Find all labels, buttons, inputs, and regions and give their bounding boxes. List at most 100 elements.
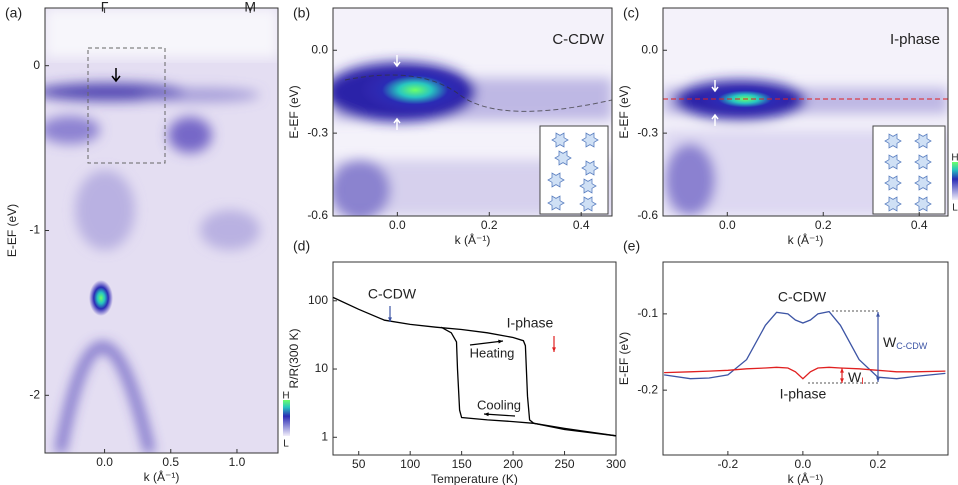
x-tick-label: 1.0 [229,455,246,469]
panel-label: (a) [5,5,22,21]
inset [872,125,946,215]
y-tick-label: -0.3 [307,125,328,139]
x-tick-label: 0.0 [719,218,736,232]
y-axis-label: E-EF (eV) [5,204,19,257]
y-tick-label: -0.3 [637,125,658,139]
colorbar-low: L [283,439,289,450]
arrow [469,340,504,346]
x-tick-label: 0.0 [389,218,406,232]
arrow [393,55,401,130]
annotation: I-phase [507,315,554,331]
colorbar [952,162,958,200]
data-line [664,366,946,380]
arpes-image [663,8,948,216]
annotation: WC-CDW [883,334,928,352]
x-tick-label: 0.2 [815,218,832,232]
series-label: Heating [470,345,515,360]
annotation-main: W [848,369,862,385]
inset [539,125,609,215]
panel-label: (e) [623,238,640,254]
y-tick-label: 0 [33,58,40,72]
zoom-box [87,47,166,164]
plot-frame [332,7,613,217]
phase-label: I-phase [890,31,940,48]
y-tick-label: -0.2 [637,382,658,396]
data-line [332,296,617,437]
top-tick-label: Γ [101,0,109,15]
y-tick-label: 1 [321,429,328,443]
star-of-david [547,172,565,188]
band [45,116,100,144]
y-tick-label: -0.1 [637,306,658,320]
annotation-sub: C-CDW [896,341,927,351]
x-tick-label: 0.2 [870,457,887,471]
arrow-head [876,377,880,382]
star-of-david [884,175,902,191]
plot-frame [332,261,617,456]
annotation-sub: I [861,376,864,386]
x-tick-label: 300 [606,457,626,471]
star-of-david [914,133,932,149]
arrow [711,80,719,126]
x-tick-label: -0.2 [718,457,739,471]
star-of-david [914,154,932,170]
data-line [440,326,617,437]
arrow [483,413,516,417]
star-of-david [914,196,932,212]
x-tick-label: 0.2 [481,218,498,232]
series-label: I-phase [780,386,827,402]
x-axis-label: k (Å⁻¹) [788,232,824,247]
y-axis-label: E-EF (eV) [617,85,631,138]
y-tick-label: -2 [29,387,40,401]
star-of-david [914,175,932,191]
arrow-head [876,312,880,317]
colorbar [283,400,290,436]
band [200,210,260,250]
x-axis-label: k (Å⁻¹) [144,469,180,484]
star-of-david [884,196,902,212]
star-of-david [579,178,597,194]
arrow-head [552,347,556,352]
bands [45,83,260,453]
image-bg [45,8,278,58]
y-tick-label: 100 [308,293,328,307]
colorbar-high: H [951,153,958,164]
annotation-main: W [883,334,897,350]
star-of-david [547,195,565,211]
x-axis-label: k (Å⁻¹) [788,471,824,485]
x-tick-label: 250 [555,457,575,471]
band [75,170,135,250]
x-tick-label: 0.0 [96,455,113,469]
star-of-david [581,160,599,176]
y-tick-label: -0.6 [637,208,658,222]
band-peak [89,280,113,316]
x-tick-label: 0.4 [573,218,590,232]
x-tick-label: 200 [503,457,523,471]
series-label: C-CDW [778,289,827,305]
arrow [111,68,121,83]
y-axis-label: R/R(300 K) [287,328,301,388]
band [55,342,155,453]
phase-label: C-CDW [552,31,604,48]
guide [344,74,612,112]
plot-frame [662,261,949,456]
y-axis-label: E-EF (eV) [617,332,631,385]
colorbar-low: L [952,203,958,214]
top-tick-label: M [244,0,256,15]
band [168,117,212,153]
annotation: C-CDW [368,286,417,302]
arrow-head [388,317,392,322]
y-tick-label: 0.0 [641,42,658,56]
series-label: Cooling [477,397,521,412]
plot-frame [662,7,949,217]
band [140,88,260,102]
x-axis-label: Temperature (K) [431,472,518,485]
arrow-head [840,378,844,383]
y-tick-label: -0.6 [307,208,328,222]
panel-label: (b) [293,5,310,21]
x-tick-label: 0.5 [162,455,179,469]
arpes-image [45,8,278,453]
y-tick-label: -1 [29,223,40,237]
arrow-head [484,412,489,417]
